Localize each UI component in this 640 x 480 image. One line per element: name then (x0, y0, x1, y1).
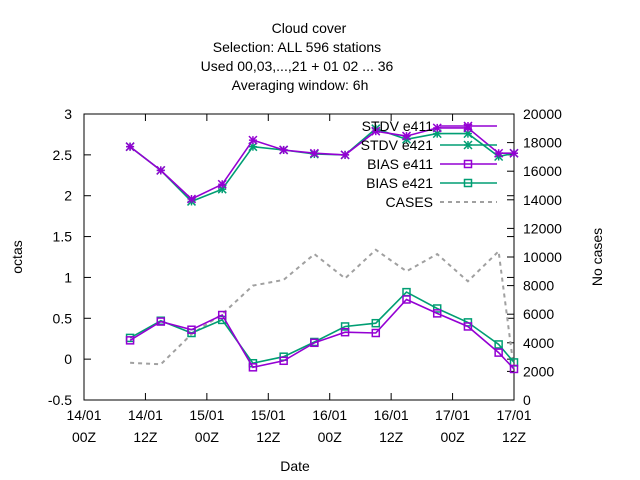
legend-marker-stdv-e411 (464, 122, 472, 130)
y2-tick-label: 12000 (523, 220, 562, 236)
x-tick-label-time: 00Z (195, 429, 220, 445)
x-tick-label-time: 12Z (502, 429, 527, 445)
x-tick-label-time: 12Z (256, 429, 281, 445)
legend-label-stdv-e421: STDV e421 (361, 137, 434, 153)
legend-marker-stdv-e421 (464, 141, 472, 149)
title-line-1: Cloud cover (272, 20, 347, 36)
x-axis-label: Date (280, 458, 310, 474)
y2-tick-label: 4000 (523, 335, 554, 351)
axes-ticks: -0.5 0 0.5 1 1.5 2 2.5 3 0 2000 4000 6000 8000 10000 1… (48, 106, 562, 445)
y-tick-label: 1 (64, 269, 72, 285)
y-tick-label: 2 (64, 188, 72, 204)
x-tick-label-date: 17/01 (435, 407, 470, 423)
y-tick-label: -0.5 (48, 392, 72, 408)
x-tick-label-date: 16/01 (312, 407, 347, 423)
point-stdv-e411 (188, 195, 196, 203)
point-stdv-e411 (126, 143, 134, 151)
y2-tick-label: 20000 (523, 106, 562, 122)
x-tick-label-date: 15/01 (251, 407, 286, 423)
y2-axis-label: No cases (589, 228, 605, 286)
point-stdv-e411 (433, 124, 441, 132)
x-tick-label-time: 00Z (441, 429, 466, 445)
point-stdv-e411 (249, 136, 257, 144)
title-line-3: Used 00,03,...,21 + 01 02 ... 36 (201, 58, 394, 74)
point-stdv-e411 (218, 180, 226, 188)
x-tick-label-time: 00Z (72, 429, 97, 445)
y2-tick-label: 0 (523, 392, 531, 408)
x-tick-label-date: 16/01 (374, 407, 409, 423)
y-axis-label: octas (9, 240, 25, 273)
y-tick-label: 3 (64, 106, 72, 122)
y2-tick-label: 2000 (523, 363, 554, 379)
y2-tick-label: 18000 (523, 135, 562, 151)
y-tick-label: 0 (64, 351, 72, 367)
y-tick-label: 0.5 (53, 310, 73, 326)
legend-label-stdv-e411: STDV e411 (362, 118, 434, 134)
title-line-4: Averaging window: 6h (232, 77, 369, 93)
x-tick-label-time: 00Z (318, 429, 343, 445)
y-tick-label: 1.5 (53, 229, 73, 245)
point-stdv-e411 (157, 166, 165, 174)
x-tick-label-time: 12Z (379, 429, 404, 445)
plot-area-border (84, 114, 514, 400)
legend-label-cases: CASES (386, 194, 433, 210)
series-line-cases (130, 250, 514, 370)
point-stdv-e411 (310, 149, 318, 157)
legend-label-bias-e421: BIAS e421 (366, 175, 433, 191)
y2-tick-label: 10000 (523, 249, 562, 265)
y2-tick-label: 6000 (523, 306, 554, 322)
y2-tick-label: 14000 (523, 192, 562, 208)
point-stdv-e411 (341, 151, 349, 159)
point-stdv-e411 (510, 149, 518, 157)
series-layer (126, 124, 518, 373)
x-tick-label-date: 15/01 (189, 407, 224, 423)
series-line-stdv-e421 (130, 129, 514, 202)
legend: STDV e411 STDV e421 BIAS e411 BIAS e421 CASE… (361, 118, 497, 210)
chart-title: Cloud cover Selection: ALL 596 stations … (201, 20, 394, 93)
y-tick-label: 2.5 (53, 147, 73, 163)
x-tick-label-time: 12Z (133, 429, 158, 445)
x-tick-label-date: 17/01 (496, 407, 531, 423)
x-tick-label-date: 14/01 (66, 407, 101, 423)
y2-tick-label: 8000 (523, 278, 554, 294)
point-stdv-e411 (280, 146, 288, 154)
legend-label-bias-e411: BIAS e411 (367, 156, 433, 172)
point-stdv-e411 (495, 149, 503, 157)
y2-tick-label: 16000 (523, 163, 562, 179)
x-tick-label-date: 14/01 (128, 407, 163, 423)
title-line-2: Selection: ALL 596 stations (213, 39, 381, 55)
